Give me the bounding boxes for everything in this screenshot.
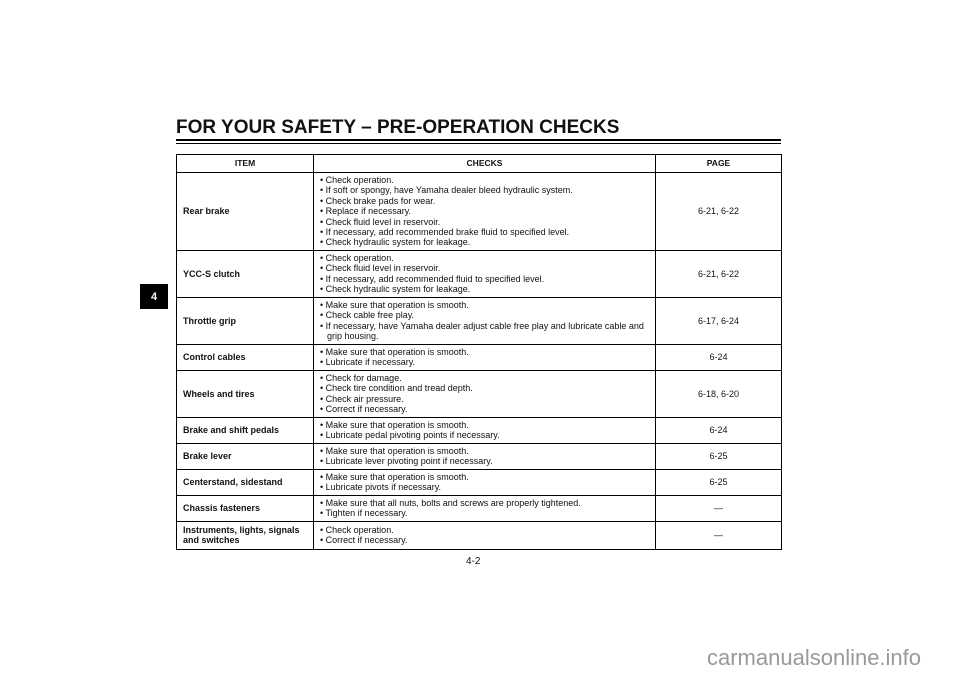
table-row: Wheels and tiresCheck for damage.Check t… xyxy=(176,369,782,418)
checks-list: Check for damage.Check tire condition an… xyxy=(320,371,649,417)
table-row: Instruments, lights, signals and switche… xyxy=(176,520,782,550)
check-item: Lubricate if necessary. xyxy=(320,357,649,367)
check-item: Replace if necessary. xyxy=(320,206,649,216)
table-header-row: ITEM CHECKS PAGE xyxy=(176,154,782,173)
page-cell: 6-21, 6-22 xyxy=(655,172,782,251)
checks-list: Make sure that operation is smooth.Check… xyxy=(320,298,649,344)
check-item: Check fluid level in reservoir. xyxy=(320,263,649,273)
check-item: Lubricate lever pivoting point if necess… xyxy=(320,456,649,466)
checks-table: ITEM CHECKS PAGE Rear brakeCheck operati… xyxy=(176,154,782,550)
check-item: Make sure that all nuts, bolts and screw… xyxy=(320,498,649,508)
check-item: Lubricate pedal pivoting points if neces… xyxy=(320,430,649,440)
checks-cell: Check operation.Check fluid level in res… xyxy=(313,249,656,298)
page-cell: 6-18, 6-20 xyxy=(655,369,782,418)
page-cell: 6-24 xyxy=(655,416,782,444)
check-item: Make sure that operation is smooth. xyxy=(320,446,649,456)
checks-cell: Check operation.If soft or spongy, have … xyxy=(313,172,656,251)
checks-list: Make sure that operation is smooth.Lubri… xyxy=(320,418,649,443)
page-cell: — xyxy=(655,494,782,522)
check-item: Check cable free play. xyxy=(320,310,649,320)
header-item: ITEM xyxy=(176,154,314,173)
chapter-tab: 4 xyxy=(140,284,168,309)
check-item: Check brake pads for wear. xyxy=(320,196,649,206)
watermark: carmanualsonline.info xyxy=(707,645,922,670)
check-item: Correct if necessary. xyxy=(320,404,649,414)
item-cell: Brake and shift pedals xyxy=(176,416,314,444)
check-item: Check operation. xyxy=(320,525,649,535)
check-item: Check hydraulic system for leakage. xyxy=(320,284,649,294)
checks-cell: Check operation.Correct if necessary. xyxy=(313,520,656,550)
table-row: Rear brakeCheck operation.If soft or spo… xyxy=(176,172,782,251)
table-row: Throttle gripMake sure that operation is… xyxy=(176,296,782,345)
table-row: Brake leverMake sure that operation is s… xyxy=(176,442,782,470)
checks-list: Make sure that all nuts, bolts and screw… xyxy=(320,496,649,521)
checks-cell: Check for damage.Check tire condition an… xyxy=(313,369,656,418)
table-row: Brake and shift pedalsMake sure that ope… xyxy=(176,416,782,444)
checks-list: Check operation.Correct if necessary. xyxy=(320,523,649,548)
checks-cell: Make sure that operation is smooth.Lubri… xyxy=(313,416,656,444)
checks-list: Make sure that operation is smooth.Lubri… xyxy=(320,444,649,469)
page-cell: — xyxy=(655,520,782,550)
table-row: Centerstand, sidestandMake sure that ope… xyxy=(176,468,782,496)
item-cell: YCC-S clutch xyxy=(176,249,314,298)
check-item: If necessary, have Yamaha dealer adjust … xyxy=(320,321,649,342)
page-cell: 6-24 xyxy=(655,343,782,371)
check-item: Check air pressure. xyxy=(320,394,649,404)
check-item: Check tire condition and tread depth. xyxy=(320,383,649,393)
checks-cell: Make sure that operation is smooth.Lubri… xyxy=(313,343,656,371)
item-cell: Rear brake xyxy=(176,172,314,251)
check-item: Make sure that operation is smooth. xyxy=(320,472,649,482)
check-item: Check hydraulic system for leakage. xyxy=(320,237,649,247)
check-item: Correct if necessary. xyxy=(320,535,649,545)
checks-cell: Make sure that operation is smooth.Lubri… xyxy=(313,442,656,470)
header-checks: CHECKS xyxy=(313,154,656,173)
check-item: Make sure that operation is smooth. xyxy=(320,420,649,430)
page-cell: 6-17, 6-24 xyxy=(655,296,782,345)
check-item: Check fluid level in reservoir. xyxy=(320,217,649,227)
check-item: If necessary, add recommended fluid to s… xyxy=(320,274,649,284)
table-row: YCC-S clutchCheck operation.Check fluid … xyxy=(176,249,782,298)
item-cell: Chassis fasteners xyxy=(176,494,314,522)
check-item: Check for damage. xyxy=(320,373,649,383)
check-item: Tighten if necessary. xyxy=(320,508,649,518)
checks-list: Check operation.Check fluid level in res… xyxy=(320,251,649,297)
title-rule-thin xyxy=(176,143,781,144)
check-item: Check operation. xyxy=(320,253,649,263)
table-row: Control cablesMake sure that operation i… xyxy=(176,343,782,371)
check-item: If necessary, add recommended brake flui… xyxy=(320,227,649,237)
checks-cell: Make sure that operation is smooth.Check… xyxy=(313,296,656,345)
checks-list: Check operation.If soft or spongy, have … xyxy=(320,173,649,250)
item-cell: Wheels and tires xyxy=(176,369,314,418)
item-cell: Control cables xyxy=(176,343,314,371)
check-item: If soft or spongy, have Yamaha dealer bl… xyxy=(320,185,649,195)
checks-cell: Make sure that all nuts, bolts and screw… xyxy=(313,494,656,522)
header-page: PAGE xyxy=(655,154,782,173)
item-cell: Instruments, lights, signals and switche… xyxy=(176,520,314,550)
table-row: Chassis fasteners Make sure that all nuts… xyxy=(176,494,782,522)
page-number: 4-2 xyxy=(466,556,481,567)
title-rule xyxy=(176,139,781,141)
item-cell: Throttle grip xyxy=(176,296,314,345)
page-cell: 6-21, 6-22 xyxy=(655,249,782,298)
check-item: Make sure that operation is smooth. xyxy=(320,347,649,357)
check-item: Make sure that operation is smooth. xyxy=(320,300,649,310)
checks-list: Make sure that operation is smooth.Lubri… xyxy=(320,345,649,370)
page-title: FOR YOUR SAFETY – PRE-OPERATION CHECKS xyxy=(176,117,620,138)
item-cell: Brake lever xyxy=(176,442,314,470)
checks-cell: Make sure that operation is smooth.Lubri… xyxy=(313,468,656,496)
item-cell: Centerstand, sidestand xyxy=(176,468,314,496)
checks-list: Make sure that operation is smooth.Lubri… xyxy=(320,470,649,495)
page-cell: 6-25 xyxy=(655,442,782,470)
check-item: Check operation. xyxy=(320,175,649,185)
check-item: Lubricate pivots if necessary. xyxy=(320,482,649,492)
page-cell: 6-25 xyxy=(655,468,782,496)
